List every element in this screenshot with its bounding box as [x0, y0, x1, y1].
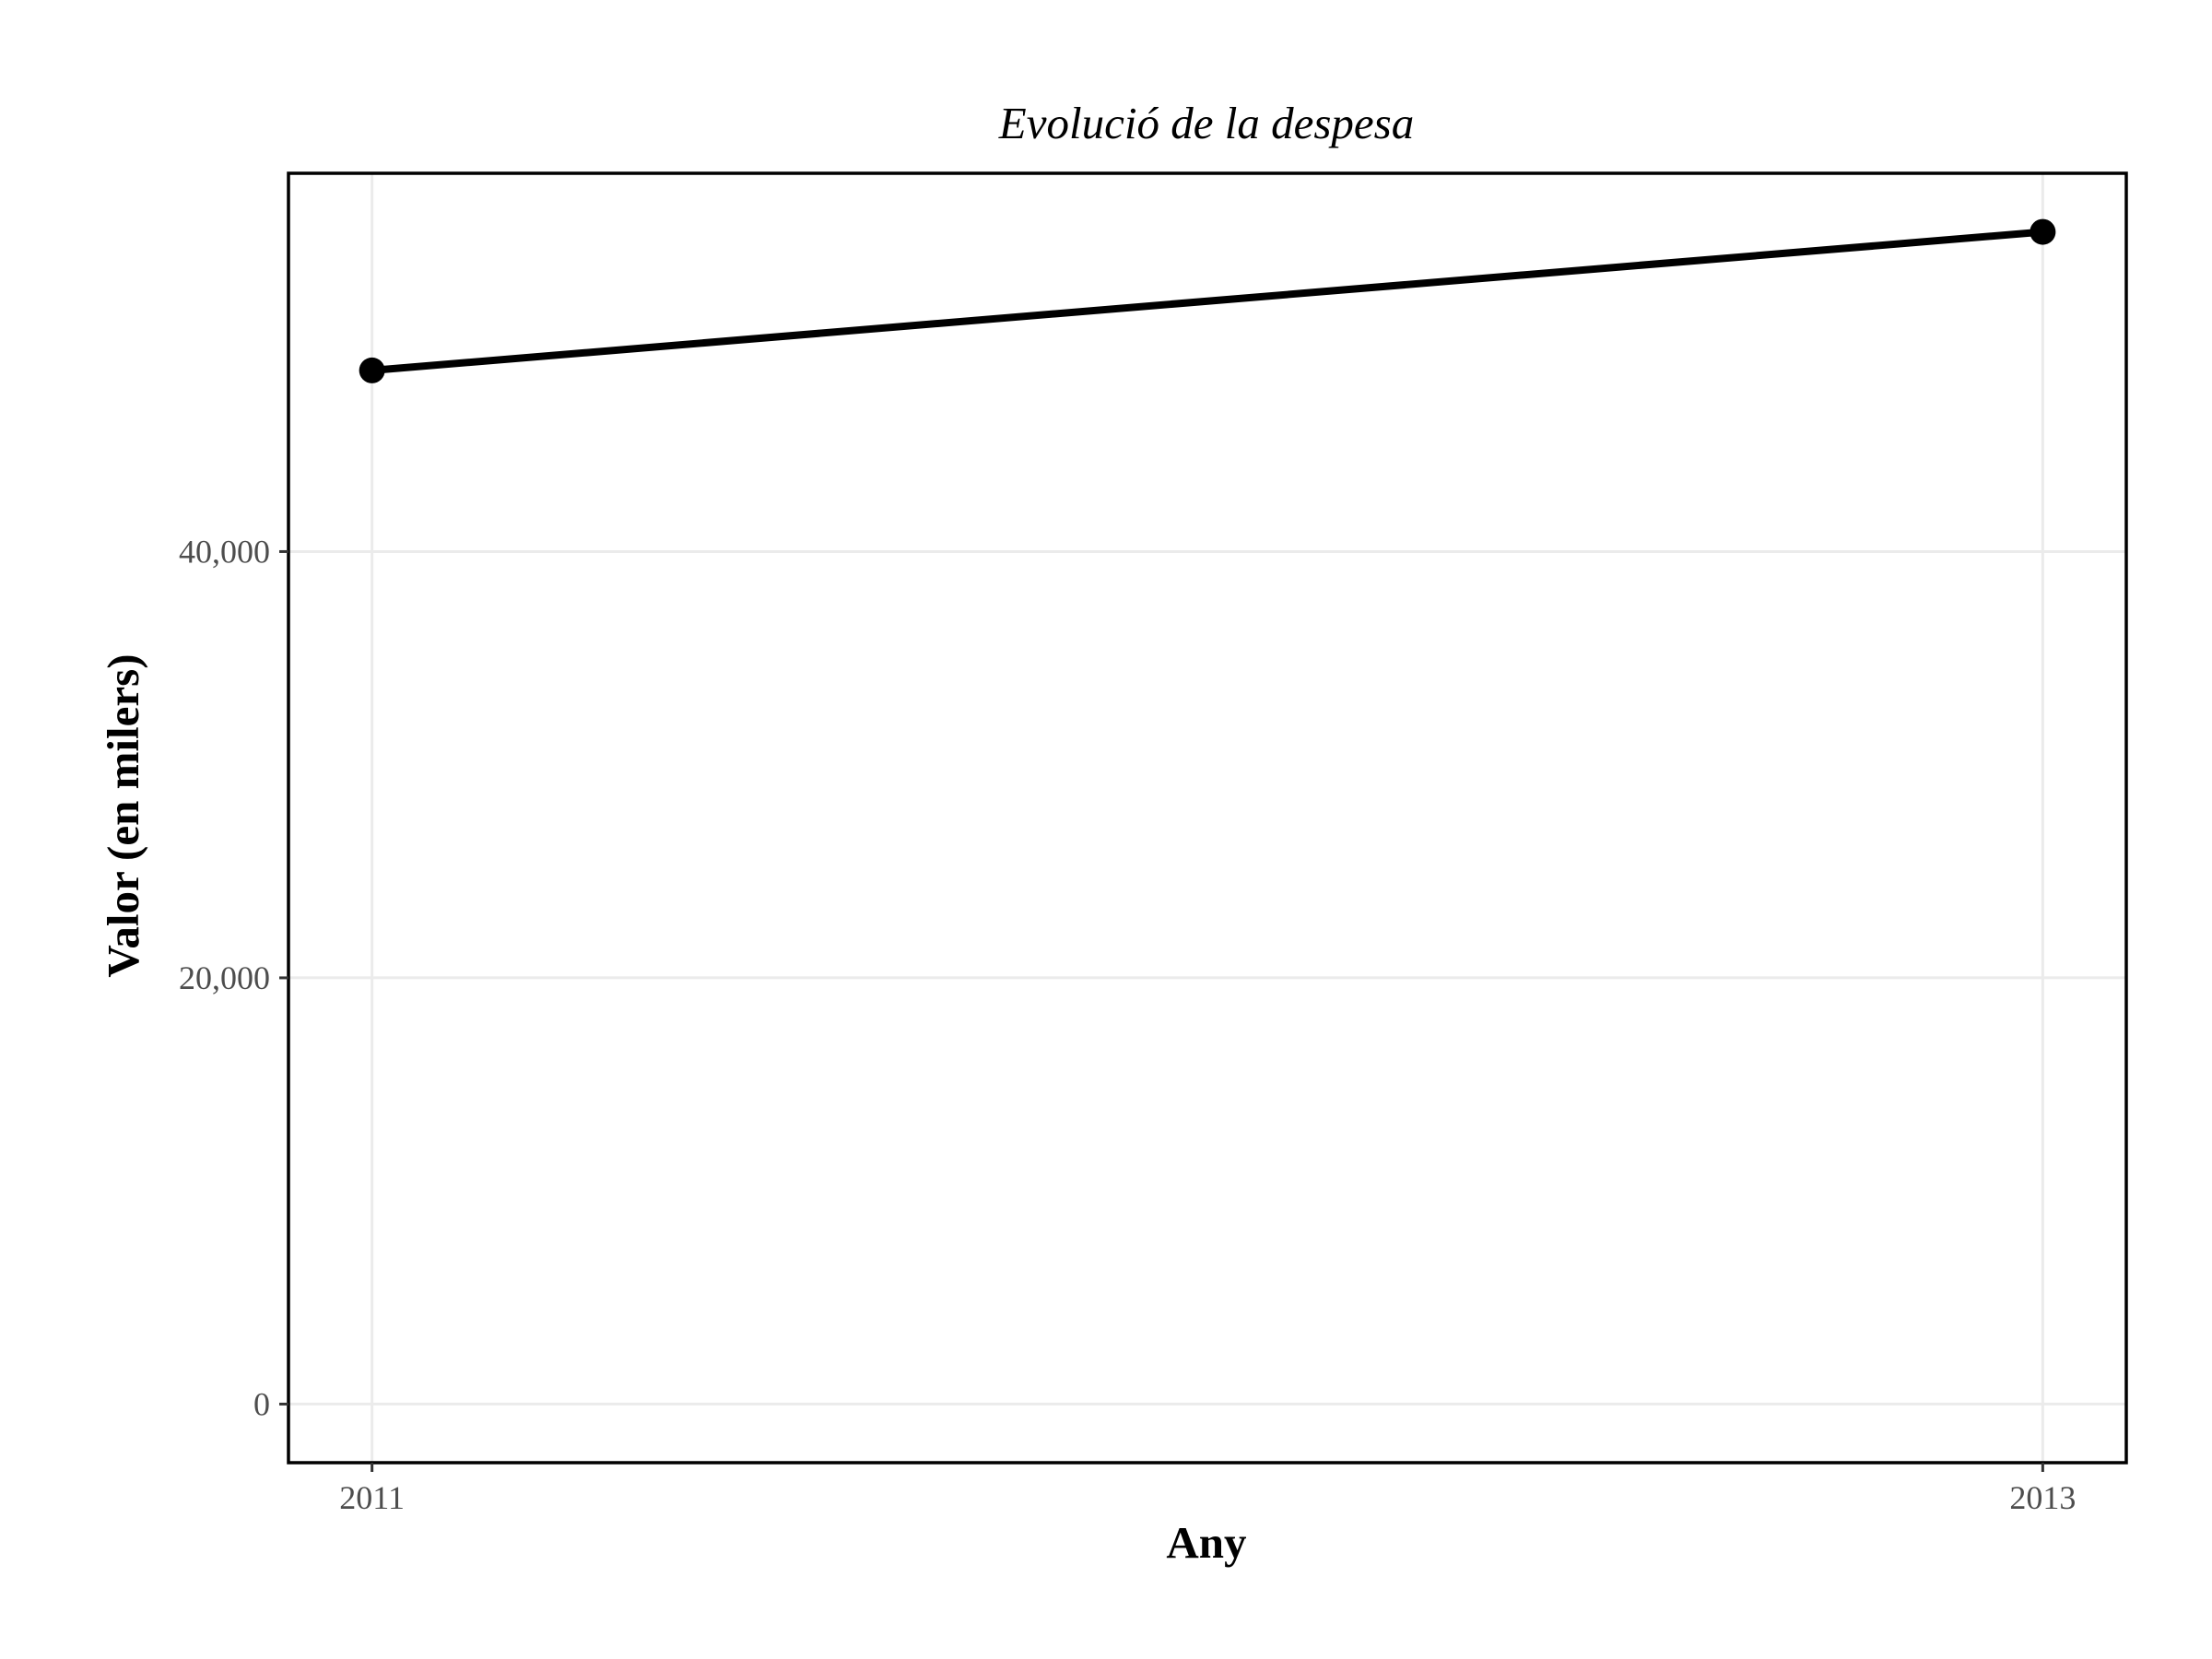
data-point	[359, 357, 385, 383]
y-tick-label: 20,000	[179, 959, 270, 996]
y-axis-title: Valor (en milers)	[98, 653, 148, 977]
chart-title: Evolució de la despesa	[998, 98, 1414, 148]
grid-lines	[288, 173, 2126, 1463]
x-axis-title: Any	[1166, 1517, 1247, 1568]
data-point	[2030, 218, 2056, 245]
y-tick-label: 40,000	[179, 533, 270, 570]
series-line	[371, 228, 2043, 374]
x-axis: 2011 2013	[339, 1463, 2076, 1516]
x-tick-label: 2011	[339, 1479, 405, 1516]
plot-frame	[287, 171, 2128, 1465]
y-axis: 0 20,000 40,000	[179, 533, 288, 1422]
y-tick-label: 0	[253, 1385, 270, 1422]
x-tick-label: 2013	[2009, 1479, 2076, 1516]
series-layer	[359, 218, 2056, 383]
